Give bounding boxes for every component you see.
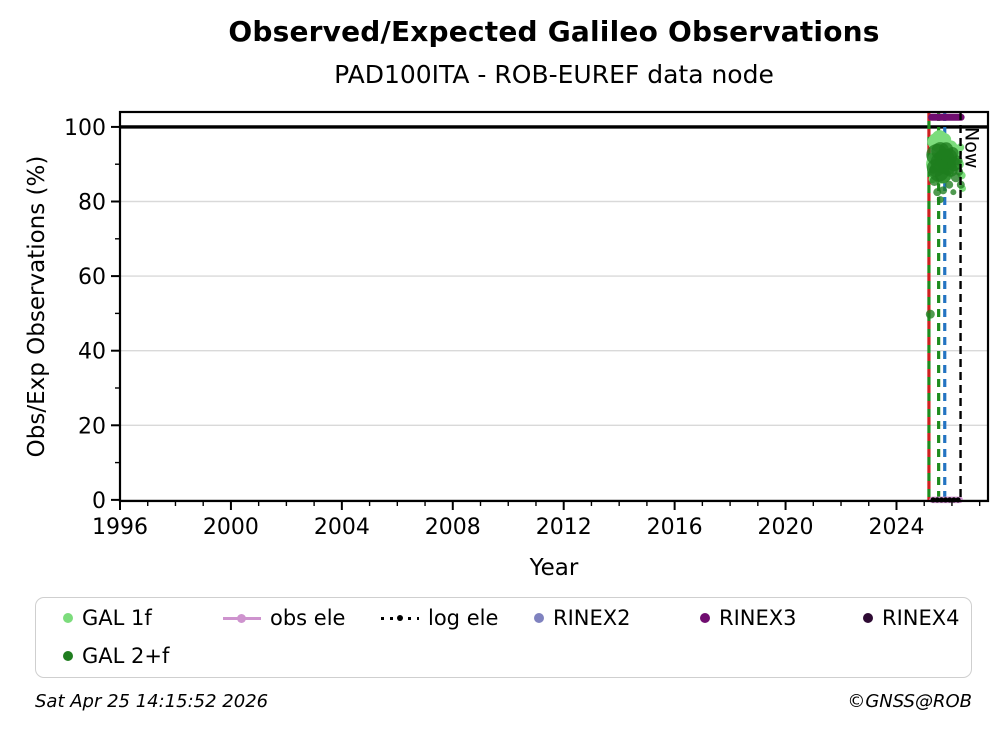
copyright: ©GNSS@ROB (847, 691, 972, 712)
legend-label: RINEX3 (719, 606, 797, 630)
y-axis-label: Obs/Exp Observations (%) (24, 156, 50, 458)
legend-item-rinex4: RINEX4 (863, 601, 960, 635)
legend-marker-rinex4-icon (863, 613, 873, 623)
legend-marker-rinex3-icon (700, 613, 710, 623)
y-gridlines (120, 126, 988, 501)
series-gal-2-f (925, 142, 965, 319)
legend-label: GAL 2+f (82, 644, 170, 668)
legend: GAL 1f GAL 2+f obs ele log ele RINEX2 RINEX3 R… (35, 597, 972, 678)
legend-item-obs-ele: obs ele (223, 601, 345, 635)
legend-label: obs ele (270, 606, 346, 630)
legend-item-gal-2-f: GAL 2+f (63, 639, 169, 673)
timestamp: Sat Apr 25 14:15:52 2026 (35, 691, 269, 712)
legend-item-rinex3: RINEX3 (700, 601, 797, 635)
chart-canvas: Now 1996 2000 2004 2008 2012 2016 2020 2024 0 20 40… (24, 110, 990, 581)
svg-text:2024: 2024 (868, 515, 924, 540)
svg-text:2012: 2012 (536, 515, 592, 540)
x-axis-ticks: 1996 2000 2004 2008 2012 2016 2020 2024 (92, 501, 981, 540)
legend-item-log-ele: log ele (381, 601, 498, 635)
legend-marker-gal-2-f-icon (63, 651, 73, 661)
legend-item-rinex2: RINEX2 (534, 601, 631, 635)
svg-text:100: 100 (64, 116, 106, 141)
svg-text:2008: 2008 (425, 515, 481, 540)
svg-text:60: 60 (78, 265, 106, 290)
plot-frame (118, 110, 990, 503)
svg-text:2000: 2000 (203, 515, 259, 540)
svg-text:1996: 1996 (92, 515, 148, 540)
svg-text:80: 80 (78, 191, 106, 216)
chart-title: Observed/Expected Galileo Observations (228, 15, 880, 48)
svg-text:2004: 2004 (314, 515, 370, 540)
svg-text:2016: 2016 (647, 515, 703, 540)
svg-text:2020: 2020 (758, 515, 814, 540)
chart-subtitle: PAD100ITA - ROB-EUREF data node (334, 60, 774, 89)
legend-label: log ele (428, 606, 499, 630)
svg-text:20: 20 (78, 414, 106, 439)
legend-marker-rinex2-icon (534, 613, 544, 623)
legend-label: RINEX2 (553, 606, 631, 630)
legend-label: GAL 1f (82, 606, 152, 630)
svg-text:0: 0 (92, 489, 106, 514)
legend-marker-obs-ele-icon (223, 612, 261, 624)
svg-text:40: 40 (78, 340, 106, 365)
x-axis-label: Year (529, 555, 579, 581)
legend-label: RINEX4 (882, 606, 960, 630)
y-axis-ticks: 0 20 40 60 80 100 (64, 116, 120, 514)
legend-marker-log-ele-icon (381, 612, 419, 624)
legend-item-gal-1f: GAL 1f (63, 601, 152, 635)
legend-marker-gal-1f-icon (63, 613, 73, 623)
now-label: Now (961, 127, 983, 168)
